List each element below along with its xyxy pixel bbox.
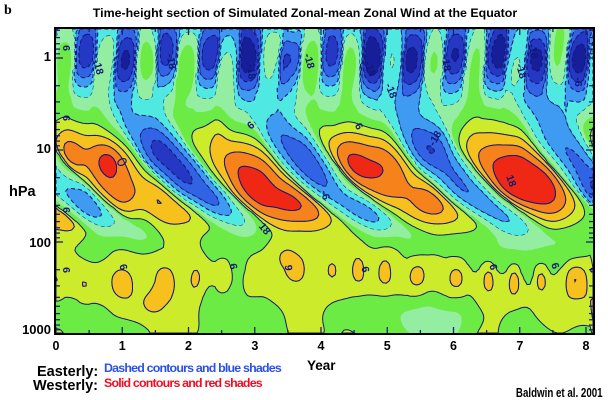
svg-text:-6: -6 xyxy=(572,77,584,86)
svg-text:-6: -6 xyxy=(318,189,332,201)
svg-text:6: 6 xyxy=(352,121,365,132)
svg-text:-18: -18 xyxy=(301,52,317,70)
svg-text:-18: -18 xyxy=(164,53,178,70)
svg-text:-18: -18 xyxy=(362,60,379,79)
svg-text:6: 6 xyxy=(359,266,372,274)
svg-text:6: 6 xyxy=(587,267,593,273)
svg-text:18: 18 xyxy=(256,221,273,238)
svg-text:6: 6 xyxy=(548,261,561,271)
svg-text:-18: -18 xyxy=(513,62,529,80)
svg-text:-18: -18 xyxy=(382,82,399,101)
svg-text:6: 6 xyxy=(486,263,499,272)
svg-text:6: 6 xyxy=(227,263,240,271)
svg-text:6: 6 xyxy=(60,267,72,273)
svg-text:9: 9 xyxy=(282,264,294,271)
svg-text:18: 18 xyxy=(503,173,518,188)
svg-text:-18: -18 xyxy=(426,129,444,148)
svg-text:-18: -18 xyxy=(525,43,540,60)
svg-text:6: 6 xyxy=(60,207,72,213)
svg-text:6: 6 xyxy=(116,263,129,272)
svg-text:6: 6 xyxy=(245,119,257,132)
svg-text:6: 6 xyxy=(60,45,72,51)
svg-text:-18: -18 xyxy=(244,64,257,80)
svg-text:-18: -18 xyxy=(90,58,106,76)
svg-text:-18: -18 xyxy=(439,55,453,72)
svg-text:6: 6 xyxy=(60,115,72,121)
